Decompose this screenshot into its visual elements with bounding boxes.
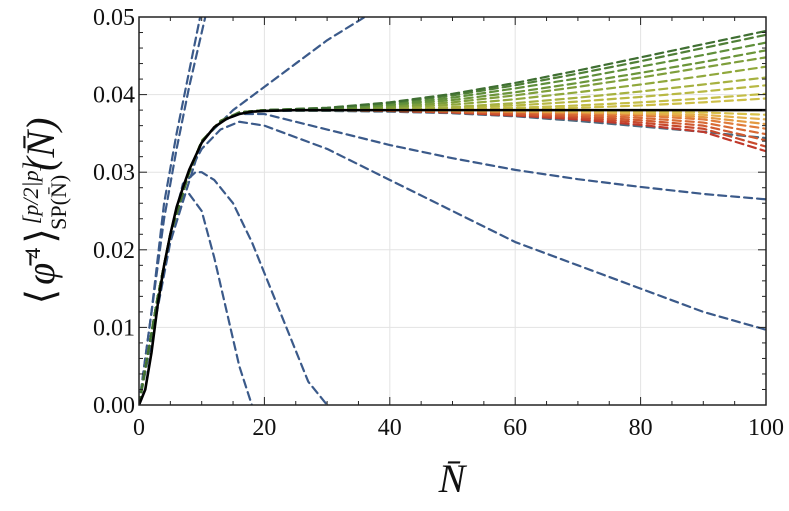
series-line-solid: [139, 108, 766, 405]
y-label-close: ⟩: [18, 228, 63, 244]
x-tick-label: 100: [748, 415, 784, 441]
y-label-superscript: [p/2|p]: [18, 162, 43, 224]
y-tick-label: 0.01: [93, 315, 135, 341]
y-label-argument: (N̄): [18, 118, 63, 171]
svg-text:⟨ φ̄ 4 ⟩: ⟨ φ̄ 4 ⟩ [p/2|p] SP(N̄) (N̄): [18, 118, 71, 305]
y-label-power: 4: [20, 248, 45, 259]
x-tick-label: 40: [378, 415, 402, 441]
x-tick-label: 60: [503, 415, 527, 441]
series-line-dashed: [139, 17, 207, 405]
x-axis-title: N̄: [438, 456, 468, 501]
x-tick-labels: 0 20 40 60 80 100: [133, 415, 784, 441]
series-line-dashed: [139, 17, 367, 405]
y-axis-title: ⟨ φ̄ 4 ⟩ [p/2|p] SP(N̄) (N̄): [18, 118, 71, 305]
x-tick-label: 80: [629, 415, 653, 441]
plot-frame: [138, 16, 767, 406]
y-tick-label: 0.00: [93, 393, 135, 419]
series-line-dashed: [139, 120, 766, 405]
y-tick-label: 0.02: [93, 238, 135, 264]
y-label-open: ⟨: [18, 289, 63, 305]
y-label-subscript: SP(N̄): [46, 175, 71, 230]
y-tick-label: 0.03: [93, 160, 135, 186]
x-tick-label: 0: [133, 415, 145, 441]
y-tick-label: 0.04: [93, 83, 135, 109]
series-line-dashed: [139, 112, 766, 405]
y-tick-label: 0.05: [93, 5, 135, 31]
series-layer: [139, 17, 766, 405]
y-tick-labels: 0.00 0.01 0.02 0.03 0.04 0.05: [93, 5, 135, 419]
plot-background: [139, 17, 766, 405]
x-tick-label: 20: [252, 415, 276, 441]
